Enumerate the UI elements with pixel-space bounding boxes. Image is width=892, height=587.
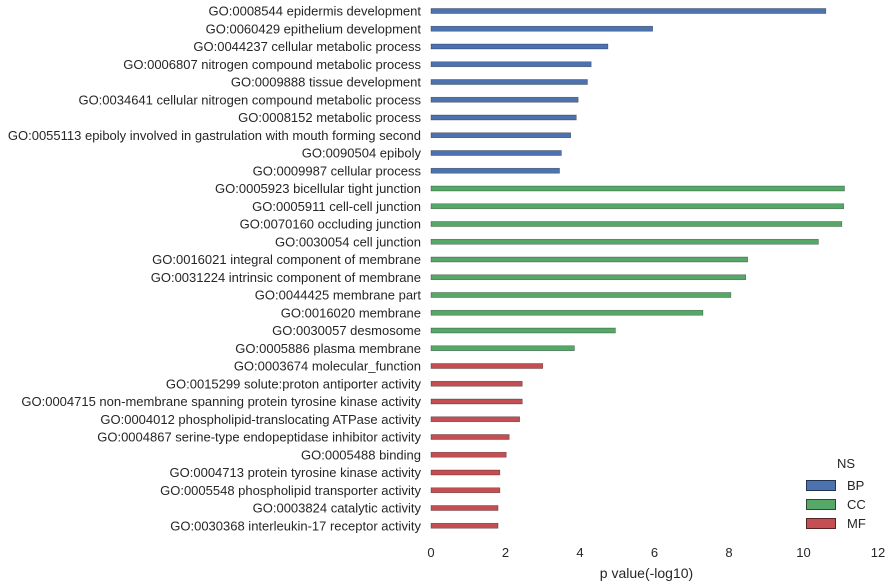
bar-cc [430,238,819,245]
x-tick-label: 12 [871,545,885,560]
bar-bp [430,79,588,85]
y-tick-label: GO:0060429 epithelium development [206,21,422,36]
bar-mf [430,451,507,458]
x-tick-label: 4 [576,545,583,560]
legend: NS BP CC MF [806,456,886,533]
y-tick-label: GO:0016020 membrane [281,305,421,320]
y-tick-label: GO:0009888 tissue development [231,75,421,90]
legend-label: MF [847,516,866,531]
y-tick-label: GO:0030054 cell junction [275,234,421,249]
bar-bp [430,132,571,139]
legend-item-mf: MF [806,514,886,533]
y-tick-label: GO:0008544 epidermis development [209,4,422,19]
y-tick-label: GO:0034641 cellular nitrogen compound me… [78,92,421,107]
bar-mf [430,363,544,369]
y-tick-label: GO:0090504 epiboly [302,146,422,161]
y-tick-label: GO:0009987 cellular process [253,163,422,178]
y-tick-labels: GO:0008544 epidermis development GO:00604… [8,4,422,534]
x-tick-label: 0 [427,545,434,560]
y-tick-label: GO:0005886 plasma membrane [235,341,421,356]
y-tick-label: GO:0030368 interleukin-17 receptor activ… [170,518,421,533]
y-tick-label: GO:0031224 intrinsic component of membra… [151,270,421,285]
bar-cc [430,274,747,281]
x-tick-label: 8 [725,545,732,560]
y-tick-label: GO:0005923 bicellular tight junction [215,181,421,196]
bar-bp [430,114,577,121]
y-tick-label: GO:0004867 serine-type endopeptidase inh… [97,430,421,445]
y-tick-label: GO:0044237 cellular metabolic process [193,39,421,54]
y-tick-label: GO:0005911 cell-cell junction [252,199,421,214]
bars-layer [430,8,845,529]
y-tick-label: GO:0030057 desmosome [272,323,421,338]
bar-cc [430,309,704,316]
bar-cc [430,221,843,227]
bar-cc [430,203,845,210]
y-tick-label: GO:0005548 phospholipid transporter acti… [160,483,421,498]
legend-item-cc: CC [806,495,886,514]
y-tick-label: GO:0004012 phospholipid-translocating AT… [100,412,421,427]
bar-mf [430,416,520,423]
x-tick-label: 6 [651,545,658,560]
bar-bp [430,25,653,32]
legend-title: NS [836,456,856,471]
legend-swatch [806,499,836,510]
bar-bp [430,167,560,174]
bar-bp [430,150,562,156]
legend-item-bp: BP [806,476,886,495]
bar-bp [430,96,579,103]
bar-mf [430,434,510,440]
legend-swatch [806,518,836,529]
bar-bp [430,8,827,14]
legend-swatch [806,480,836,491]
x-tick-label: 2 [502,545,509,560]
y-tick-label: GO:0005488 binding [301,447,421,462]
bar-cc [430,256,748,263]
bar-mf [430,505,499,511]
y-tick-label: GO:0003674 molecular_function [234,359,421,374]
x-axis-label: p value(-log10) [600,565,693,581]
bar-cc [430,185,845,192]
legend-label: CC [847,497,866,512]
y-tick-label: GO:0055113 epiboly involved in gastrulat… [8,128,421,143]
bar-mf [430,380,523,387]
x-tick-labels: 0 2 4 6 8 10 12 [427,545,885,560]
legend-label: BP [847,478,865,493]
bar-mf [430,522,499,529]
y-tick-label: GO:0015299 solute:proton antiporter acti… [166,376,422,391]
x-tick-label: 10 [796,545,810,560]
bar-mf [430,398,523,405]
y-tick-label: GO:0044425 membrane part [255,288,422,303]
bar-mf [430,487,501,494]
bar-cc [430,292,732,298]
bar-cc [430,327,616,334]
bar-mf [430,469,501,476]
y-tick-label: GO:0006807 nitrogen compound metabolic p… [123,57,421,72]
bar-bp [430,61,592,68]
y-tick-label: GO:0004715 non-membrane spanning protein… [21,394,421,409]
y-tick-label: GO:0004713 protein tyrosine kinase activ… [170,465,422,480]
y-tick-label: GO:0070160 occluding junction [240,217,421,232]
legend-items: BP CC MF [806,476,886,533]
y-tick-label: GO:0016021 integral component of membran… [152,252,421,267]
bar-cc [430,345,575,352]
bar-bp [430,43,609,50]
y-tick-label: GO:0008152 metabolic process [238,110,421,125]
y-tick-label: GO:0003824 catalytic activity [253,501,422,516]
